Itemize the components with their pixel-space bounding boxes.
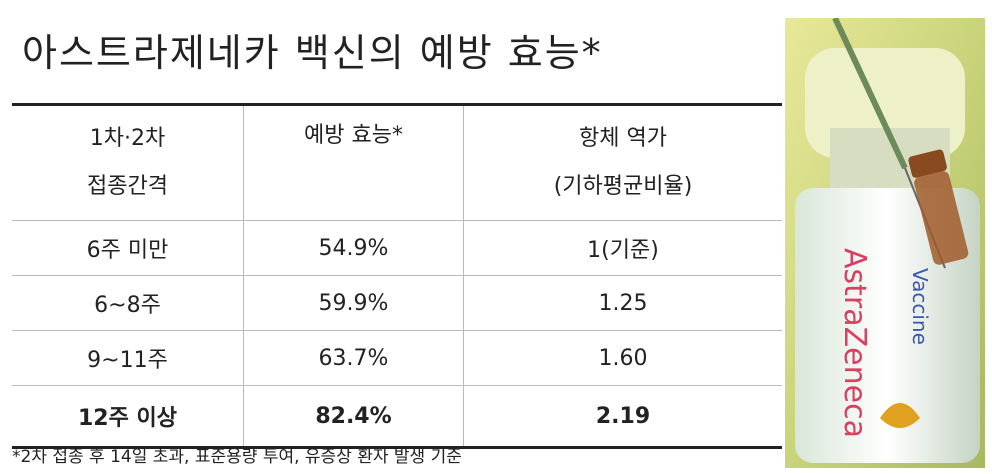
brand-label: AstraZeneca [837,248,872,438]
logo [880,403,920,428]
header-cell: 항체 역가 (기하평균비율) [463,103,782,221]
cell: 1.60 [463,330,782,386]
header-text: (기하평균비율) [553,174,693,199]
cell: 1(기준) [463,220,782,276]
cell: 9~11주 [12,330,244,386]
row: 12주 이상 82.4% 2.19 [12,385,782,449]
title: 아스트라제네카 백신의 예방 효능* [22,31,603,75]
cell: 82.4% [243,385,464,449]
cell: 54.9% [243,220,464,276]
header-text: 접종간격 [87,174,168,199]
row: 9~11주 63.7% 1.60 [12,330,782,386]
row: 6~8주 59.9% 1.25 [12,275,782,331]
cell: 59.9% [243,275,464,331]
cell: 2.19 [463,385,782,449]
cell: 6주 미만 [12,220,244,276]
footnote: *2차 접종 후 14일 초과, 표준용량 투여, 유증상 환자 발생 기준 [12,447,462,467]
cell: 6~8주 [12,275,244,331]
small-vial [908,149,969,265]
row: 6주 미만 54.9% 1(기준) [12,220,782,276]
header-cell: 예방 효능* [243,103,464,221]
cell: 63.7% [243,330,464,386]
header-text: 1차·2차 [89,126,166,151]
header-text: 항체 역가 [579,126,667,151]
header-text: 예방 효능* [304,123,403,148]
vaccine-label: Vaccine [908,268,932,345]
syringe [832,18,908,170]
vaccine-photo: AstraZeneca Vaccine [785,18,985,468]
cell: 1.25 [463,275,782,331]
cell: 12주 이상 [12,385,244,449]
